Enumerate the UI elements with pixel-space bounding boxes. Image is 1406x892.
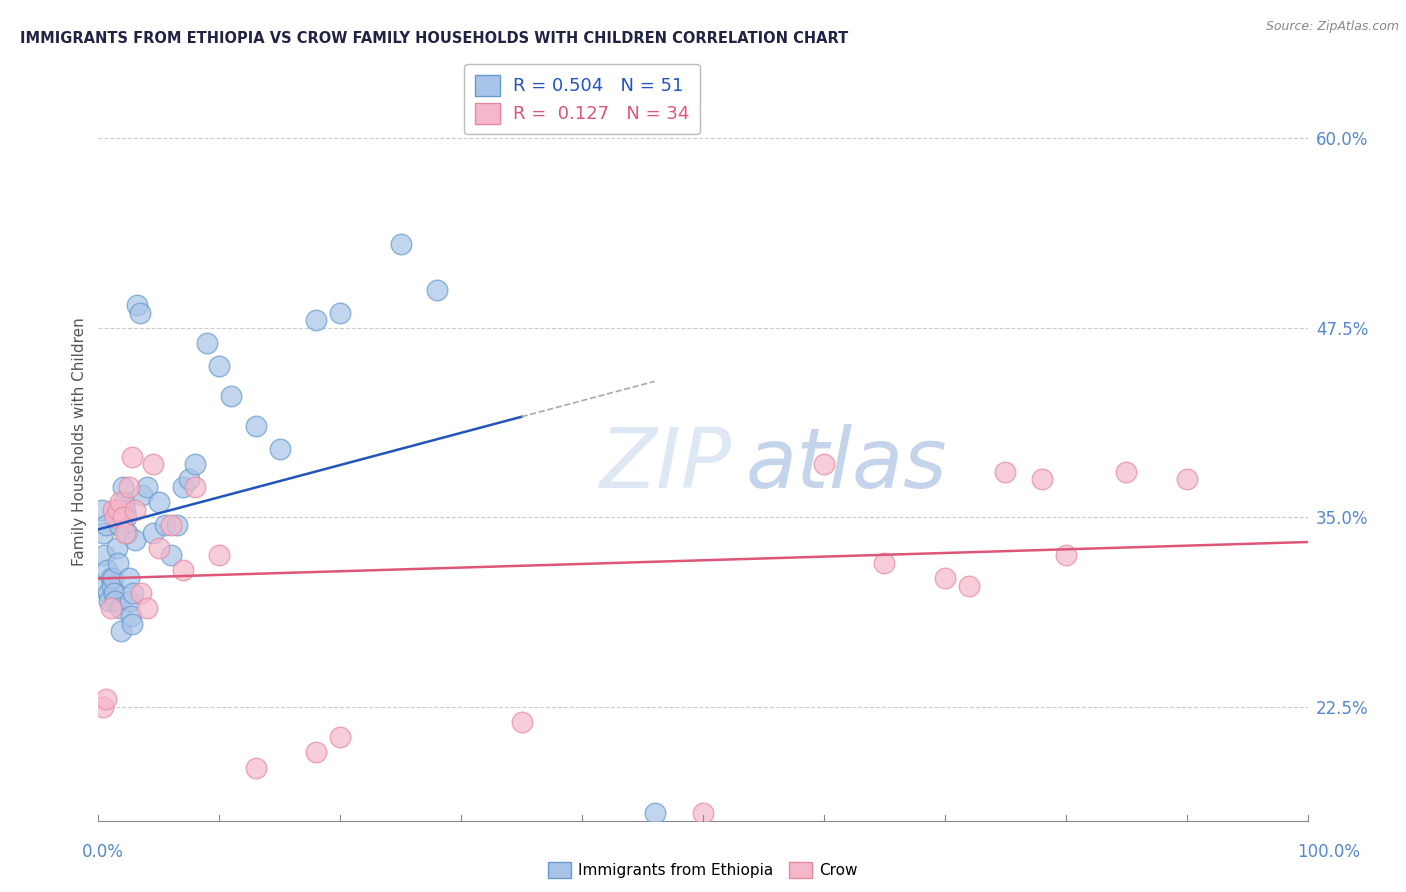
Point xyxy=(91,699,114,714)
Point xyxy=(94,517,117,532)
Point xyxy=(108,517,131,532)
Point xyxy=(105,541,128,555)
Point xyxy=(101,571,124,585)
Point xyxy=(129,586,152,600)
Point xyxy=(108,495,131,509)
Point xyxy=(118,594,141,608)
Point xyxy=(112,495,135,509)
Point xyxy=(131,487,153,501)
Point xyxy=(813,457,835,471)
Point xyxy=(221,389,243,403)
Point xyxy=(96,564,118,578)
Point xyxy=(166,517,188,532)
Point xyxy=(873,556,896,570)
Point xyxy=(94,692,117,706)
Point xyxy=(329,730,352,744)
Legend: Immigrants from Ethiopia, Crow: Immigrants from Ethiopia, Crow xyxy=(541,856,865,884)
Point xyxy=(184,480,207,494)
Point xyxy=(97,586,120,600)
Point xyxy=(329,305,352,319)
Point xyxy=(389,237,412,252)
Point xyxy=(93,548,115,563)
Point xyxy=(208,359,231,373)
Point xyxy=(101,503,124,517)
Point xyxy=(179,472,201,486)
Text: atlas: atlas xyxy=(745,424,948,505)
Point xyxy=(994,465,1017,479)
Point xyxy=(269,442,291,456)
Point xyxy=(114,503,136,517)
Point xyxy=(118,480,141,494)
Point xyxy=(305,746,328,760)
Point xyxy=(957,578,980,592)
Point xyxy=(103,586,125,600)
Text: ZIP: ZIP xyxy=(600,424,733,505)
Point xyxy=(121,616,143,631)
Point xyxy=(120,608,142,623)
Point xyxy=(107,556,129,570)
Point xyxy=(90,578,112,592)
Text: Source: ZipAtlas.com: Source: ZipAtlas.com xyxy=(1265,20,1399,33)
Point xyxy=(1031,472,1053,486)
Point xyxy=(1175,472,1198,486)
Point xyxy=(117,525,139,540)
Point xyxy=(153,517,176,532)
Point xyxy=(118,571,141,585)
Point xyxy=(510,715,533,730)
Point xyxy=(1054,548,1077,563)
Point xyxy=(114,525,136,540)
Text: 0.0%: 0.0% xyxy=(82,843,124,861)
Point xyxy=(122,586,145,600)
Point xyxy=(121,450,143,464)
Point xyxy=(111,480,134,494)
Point xyxy=(208,548,231,563)
Point xyxy=(124,503,146,517)
Point xyxy=(1115,465,1137,479)
Point xyxy=(426,283,449,297)
Point xyxy=(142,457,165,471)
Point xyxy=(245,760,267,774)
Point xyxy=(100,578,122,592)
Point xyxy=(108,601,131,615)
Point xyxy=(98,594,121,608)
Point xyxy=(110,624,132,639)
Point xyxy=(195,335,218,350)
Point xyxy=(148,541,170,555)
Point xyxy=(692,806,714,821)
Point xyxy=(160,517,183,532)
Text: 100.0%: 100.0% xyxy=(1298,843,1360,861)
Point xyxy=(100,601,122,615)
Text: IMMIGRANTS FROM ETHIOPIA VS CROW FAMILY HOUSEHOLDS WITH CHILDREN CORRELATION CHA: IMMIGRANTS FROM ETHIOPIA VS CROW FAMILY … xyxy=(20,31,848,46)
Point xyxy=(160,548,183,563)
Point xyxy=(184,457,207,471)
Point xyxy=(128,305,150,319)
Point xyxy=(245,419,267,434)
Point xyxy=(934,571,956,585)
Point xyxy=(135,601,157,615)
Point xyxy=(115,510,138,524)
Point xyxy=(107,503,129,517)
Legend: R = 0.504   N = 51, R =  0.127   N = 34: R = 0.504 N = 51, R = 0.127 N = 34 xyxy=(464,64,700,135)
Point xyxy=(100,571,122,585)
Point xyxy=(135,480,157,494)
Point xyxy=(104,510,127,524)
Point xyxy=(644,806,666,821)
Point xyxy=(124,533,146,547)
Point xyxy=(104,594,127,608)
Point xyxy=(148,495,170,509)
Point xyxy=(127,298,149,312)
Point xyxy=(111,510,134,524)
Y-axis label: Family Households with Children: Family Households with Children xyxy=(72,318,87,566)
Point xyxy=(91,503,114,517)
Point xyxy=(91,525,114,540)
Point xyxy=(142,525,165,540)
Point xyxy=(172,564,194,578)
Point xyxy=(305,313,328,327)
Point xyxy=(172,480,194,494)
